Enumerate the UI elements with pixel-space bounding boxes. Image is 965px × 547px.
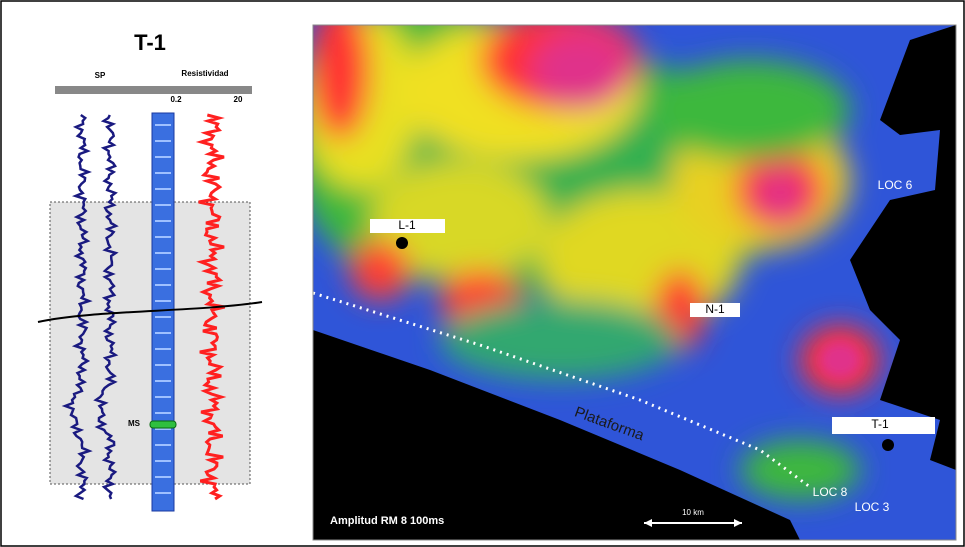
well-label: LOC 6 [878,178,913,192]
scale-max: 20 [234,95,243,104]
scale-min: 0.2 [170,95,182,104]
track-label: Resistividad [181,69,228,78]
marker [150,421,176,428]
figure: T-1 SP Resistividad 0.2 20 MS [0,0,965,547]
well-label: T-1 [871,417,889,431]
log-title: T-1 [134,30,166,55]
header-bar [55,86,252,94]
well-label: L-1 [398,218,416,232]
well-symbol [396,237,408,249]
marker-label: MS [128,419,141,428]
scale-label: 10 km [682,508,704,517]
well-symbol [882,439,894,451]
map-caption: Amplitud RM 8 100ms [330,515,444,527]
amplitude-map [290,0,956,540]
well-label: N-1 [705,302,725,316]
track-label: SP [95,71,106,80]
well-label: LOC 3 [855,500,890,514]
well-label: LOC 8 [813,485,848,499]
anomaly [818,340,862,380]
